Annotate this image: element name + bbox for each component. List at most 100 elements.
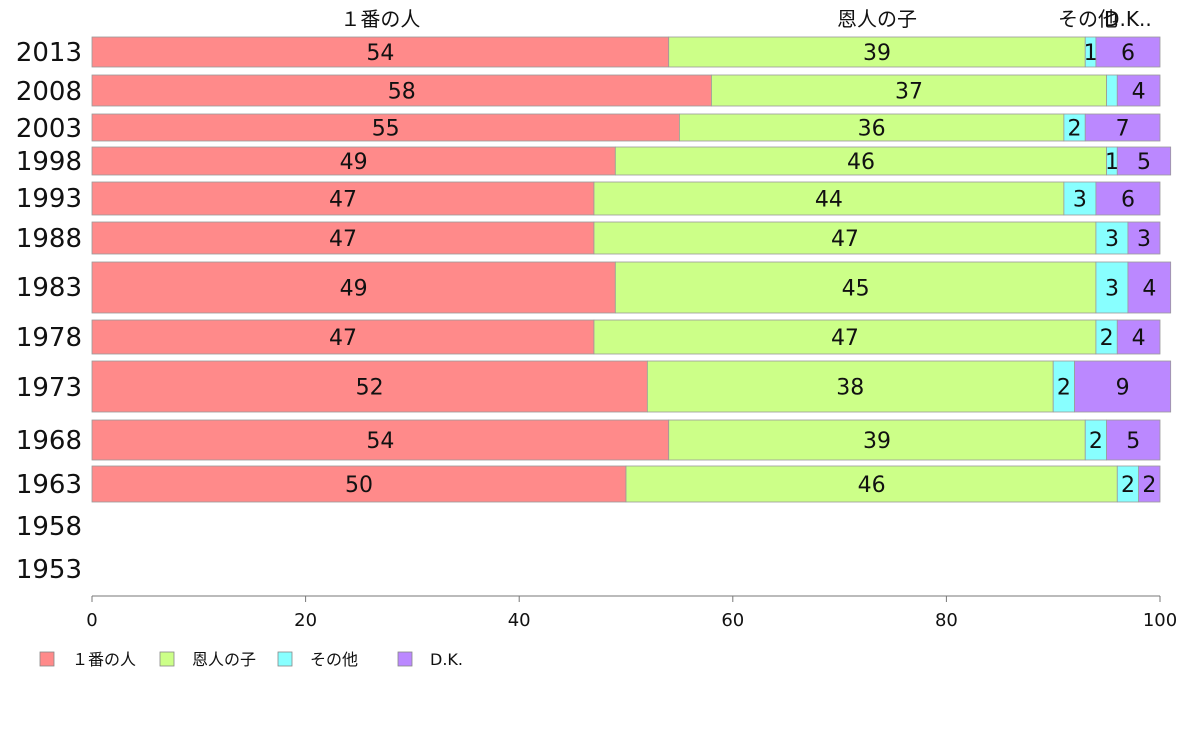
y-label-1983: 1983 (16, 273, 82, 303)
header-label-2: 恩人の子 (837, 7, 917, 31)
data-label-1998-series-3: 1 (1105, 150, 1119, 175)
bar-2003-series-2 (679, 113, 1065, 142)
header-label-1: １番の人 (340, 7, 420, 31)
data-label-1998-series-1: 49 (340, 150, 368, 175)
data-label-1973-series-2: 38 (836, 376, 864, 401)
bars-area: 54 39 1 658 37 455 36 2 749 46 1 547 44 3 647 47 3 349 45 3… (91, 36, 1172, 503)
y-label-2008: 2008 (16, 77, 82, 107)
bar-2008-series-2 (711, 74, 1108, 107)
data-label-1988-series-3: 3 (1105, 227, 1119, 252)
data-label-1963-series-2: 46 (858, 473, 886, 498)
data-label-1993-series-4: 6 (1121, 188, 1135, 213)
data-label-2013-series-1: 54 (366, 41, 394, 66)
bar-1993-series-2 (593, 181, 1065, 216)
data-label-1978-series-2: 47 (831, 326, 859, 351)
bar-2003-series-4 (1084, 113, 1161, 142)
bar-1978-series-2 (593, 319, 1097, 355)
data-label-1983-series-1: 49 (340, 277, 368, 302)
bar-1993-series-4 (1095, 181, 1161, 216)
data-label-2003-series-1: 55 (372, 117, 400, 142)
data-label-1993-series-3: 3 (1073, 188, 1087, 213)
bar-1988-series-1 (91, 221, 595, 255)
data-label-1968-series-2: 39 (863, 429, 891, 454)
y-label-1998: 1998 (16, 147, 82, 177)
data-label-1973-series-4: 9 (1116, 376, 1130, 401)
legend-swatch-3 (277, 651, 293, 667)
data-label-1978-series-1: 47 (329, 326, 357, 351)
bar-1973-series-4 (1074, 360, 1172, 413)
data-label-1973-series-3: 2 (1057, 376, 1071, 401)
bar-1998-series-2 (614, 146, 1108, 176)
bar-1973-series-1 (91, 360, 648, 413)
y-label-1988: 1988 (16, 224, 82, 254)
legend-swatch-1 (39, 651, 55, 667)
y-label-1973: 1973 (16, 373, 82, 403)
data-label-1988-series-2: 47 (831, 227, 859, 252)
data-label-1983-series-4: 4 (1142, 277, 1156, 302)
legend-label-3: その他 (310, 650, 358, 669)
header-label-3: その他 (1058, 7, 1118, 31)
bar-1973-series-2 (646, 360, 1054, 413)
y-label-2013: 2013 (16, 38, 82, 68)
x-tick-label-100: 100 (1143, 610, 1177, 631)
x-tick-label-0: 0 (86, 610, 97, 631)
bar-1998-series-1 (91, 146, 616, 176)
y-label-1993: 1993 (16, 184, 82, 214)
y-label-1953: 1953 (16, 555, 82, 585)
bar-1978-series-1 (91, 319, 595, 355)
bar-1998-series-4 (1116, 146, 1172, 176)
data-label-1978-series-4: 4 (1132, 326, 1146, 351)
bar-2013-series-1 (91, 36, 670, 68)
y-label-1968: 1968 (16, 426, 82, 456)
bar-2008-series-1 (91, 74, 712, 107)
data-label-1983-series-3: 3 (1105, 277, 1119, 302)
bar-1963-series-4 (1138, 465, 1161, 503)
legend-label-2: 恩人の子 (192, 650, 256, 669)
y-label-2003: 2003 (16, 114, 82, 144)
data-label-1968-series-3: 2 (1089, 429, 1103, 454)
bar-1963-series-1 (91, 465, 627, 503)
bar-1988-series-4 (1127, 221, 1161, 255)
data-label-1988-series-1: 47 (329, 227, 357, 252)
data-label-1978-series-3: 2 (1100, 326, 1114, 351)
data-label-1998-series-2: 46 (847, 150, 875, 175)
bar-1983-series-4 (1127, 261, 1172, 314)
data-label-2003-series-2: 36 (858, 117, 886, 142)
bar-2008-series-4 (1116, 74, 1161, 107)
data-label-1998-series-4: 5 (1137, 150, 1151, 175)
data-label-2008-series-2: 37 (895, 80, 923, 105)
legend-label-4: D.K. (430, 650, 463, 669)
bar-1983-series-3 (1095, 261, 1129, 314)
x-axis: 0 20 40 60 80 100 (86, 595, 1177, 631)
bar-1993-series-3 (1063, 181, 1097, 216)
bar-2013-series-2 (668, 36, 1086, 68)
bar-1968-series-1 (91, 419, 670, 461)
x-tick-label-80: 80 (935, 610, 958, 631)
header-label-4: D.K.. (1104, 7, 1152, 31)
data-label-1993-series-1: 47 (329, 188, 357, 213)
data-label-2013-series-2: 39 (863, 41, 891, 66)
legend-label-1: １番の人 (72, 650, 136, 669)
bar-1978-series-4 (1116, 319, 1161, 355)
data-label-1963-series-1: 50 (345, 473, 373, 498)
data-label-2008-series-4: 4 (1132, 80, 1146, 105)
y-label-1978: 1978 (16, 323, 82, 353)
data-label-2013-series-4: 6 (1121, 41, 1135, 66)
data-label-1963-series-3: 2 (1121, 473, 1135, 498)
bar-1983-series-1 (91, 261, 616, 314)
data-label-1963-series-4: 2 (1142, 473, 1156, 498)
data-label-2008-series-1: 58 (388, 80, 416, 105)
x-tick-label-40: 40 (508, 610, 531, 631)
bar-1983-series-2 (614, 261, 1097, 314)
bar-1968-series-2 (668, 419, 1086, 461)
x-tick-label-60: 60 (721, 610, 744, 631)
bar-1988-series-3 (1095, 221, 1129, 255)
bar-1988-series-2 (593, 221, 1097, 255)
bar-2003-series-1 (91, 113, 680, 142)
data-label-2003-series-3: 2 (1068, 117, 1082, 142)
data-label-1988-series-4: 3 (1137, 227, 1151, 252)
y-label-1958: 1958 (16, 512, 82, 542)
